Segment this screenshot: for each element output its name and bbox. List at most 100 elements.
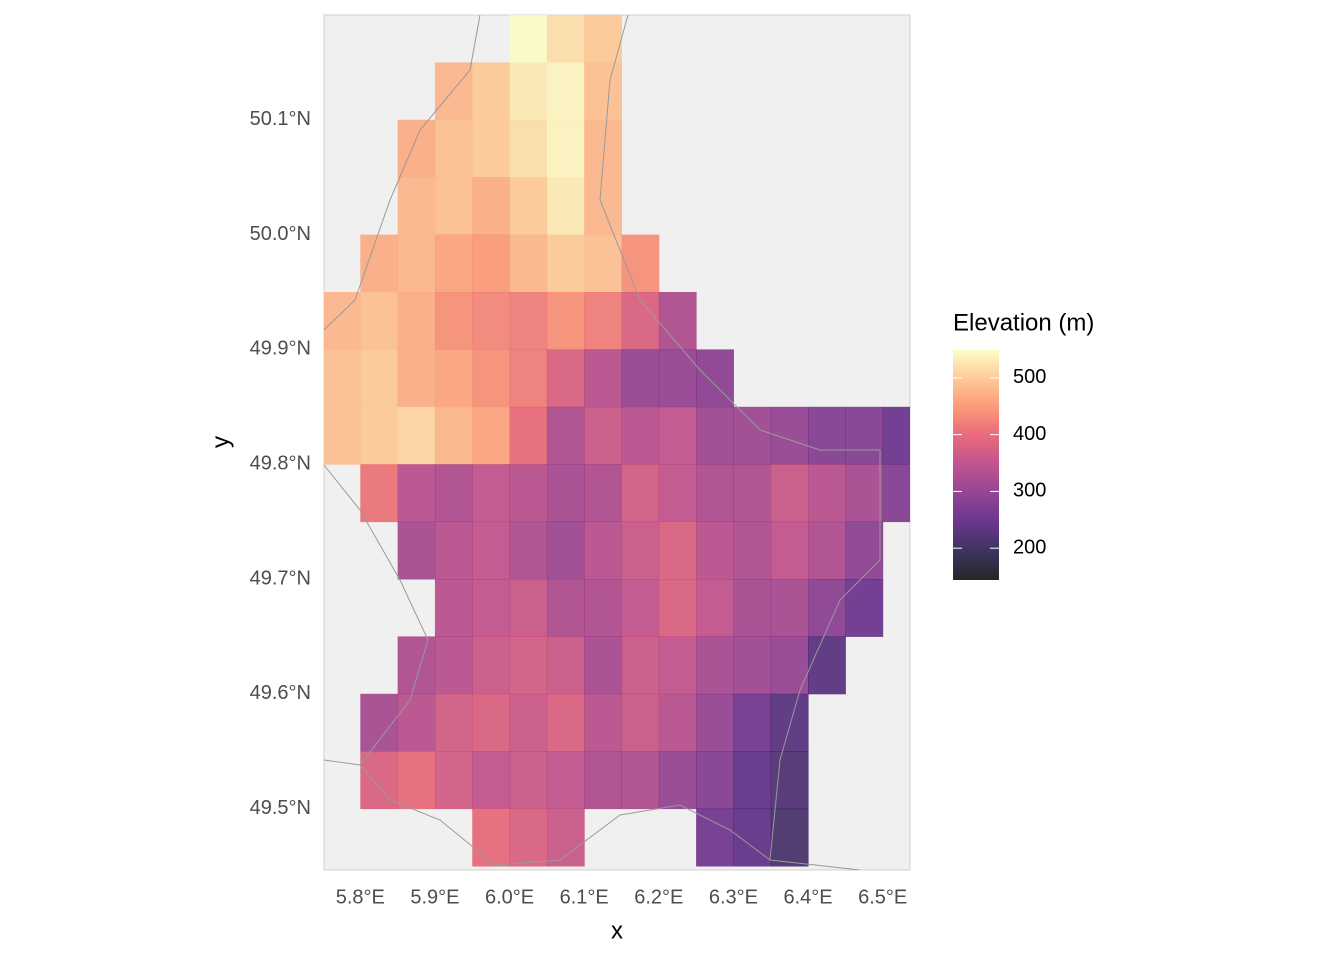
- cell: [434, 751, 473, 810]
- cell: [808, 579, 846, 637]
- cell: [658, 636, 697, 695]
- cell: [546, 177, 585, 236]
- cell: [509, 693, 548, 752]
- cell: [397, 349, 436, 408]
- cell: [584, 751, 622, 810]
- cell: [658, 292, 697, 350]
- x-tick-label: 6.1°E: [560, 886, 609, 908]
- legend-title: Elevation (m): [953, 309, 1094, 336]
- cell: [546, 292, 585, 350]
- cell: [658, 349, 697, 408]
- cell: [434, 349, 473, 408]
- x-tick-label: 5.8°E: [336, 886, 385, 908]
- cell: [882, 406, 910, 465]
- cell: [770, 693, 809, 752]
- cell: [434, 464, 473, 523]
- cell: [770, 808, 809, 867]
- cell: [397, 693, 436, 752]
- cell: [584, 579, 622, 637]
- cell: [733, 808, 772, 867]
- cell: [434, 693, 473, 752]
- cell: [546, 521, 585, 580]
- cell: [546, 636, 585, 695]
- cell: [360, 693, 399, 752]
- cell: [509, 234, 548, 293]
- cell: [733, 406, 772, 465]
- cell: [397, 177, 436, 236]
- cell: [733, 636, 772, 695]
- cell: [397, 234, 436, 293]
- cell: [509, 636, 548, 695]
- cell: [845, 406, 884, 465]
- raster: [324, 15, 910, 867]
- cell: [434, 521, 473, 580]
- legend-tick-label: 500: [1013, 366, 1046, 388]
- cell: [509, 15, 548, 63]
- cell: [658, 464, 697, 523]
- cell: [397, 521, 436, 580]
- x-tick-label: 6.4°E: [783, 886, 832, 908]
- cell: [397, 751, 436, 810]
- cell: [434, 234, 473, 293]
- cell: [584, 636, 622, 695]
- cell: [733, 693, 772, 752]
- cell: [696, 693, 734, 752]
- cell: [546, 693, 585, 752]
- cell: [434, 292, 473, 350]
- cell: [472, 292, 511, 350]
- y-tick-label: 50.0°N: [250, 223, 311, 245]
- cell: [733, 579, 772, 637]
- cell: [621, 636, 660, 695]
- cell: [434, 406, 473, 465]
- cell: [472, 693, 511, 752]
- cell: [397, 464, 436, 523]
- cell: [360, 406, 399, 465]
- cell: [509, 349, 548, 408]
- cell: [808, 636, 846, 695]
- cell: [658, 579, 697, 637]
- cell: [472, 62, 511, 121]
- cell: [509, 292, 548, 350]
- cell: [696, 579, 734, 637]
- cell: [546, 751, 585, 810]
- cell: [584, 693, 622, 752]
- cell: [845, 464, 884, 523]
- cell: [696, 406, 734, 465]
- cell: [546, 579, 585, 637]
- cell: [621, 751, 660, 810]
- cell: [546, 15, 585, 63]
- borders: [324, 15, 881, 870]
- y-tick-label: 49.6°N: [250, 682, 311, 704]
- cell: [584, 234, 622, 293]
- cell: [770, 636, 809, 695]
- cell: [434, 62, 473, 121]
- cell: [845, 521, 884, 580]
- cell: [472, 177, 511, 236]
- cell: [770, 521, 809, 580]
- cell: [733, 751, 772, 810]
- border: [599, 15, 881, 861]
- cell: [434, 636, 473, 695]
- cell: [845, 579, 884, 637]
- cell: [808, 464, 846, 523]
- cell: [696, 636, 734, 695]
- cell: [472, 521, 511, 580]
- cell: [509, 62, 548, 121]
- cell: [621, 521, 660, 580]
- cell: [397, 406, 436, 465]
- cell: [434, 579, 473, 637]
- cell: [584, 349, 622, 408]
- cell: [584, 62, 622, 121]
- y-axis-title: y: [207, 436, 234, 448]
- cell: [509, 119, 548, 178]
- x-axis-title: x: [611, 917, 623, 944]
- cell: [584, 292, 622, 350]
- cell: [509, 751, 548, 810]
- cell: [397, 636, 436, 695]
- cell: [696, 751, 734, 810]
- cell: [472, 808, 511, 867]
- legend-bar: [953, 350, 999, 580]
- cell: [360, 292, 399, 350]
- cell: [472, 636, 511, 695]
